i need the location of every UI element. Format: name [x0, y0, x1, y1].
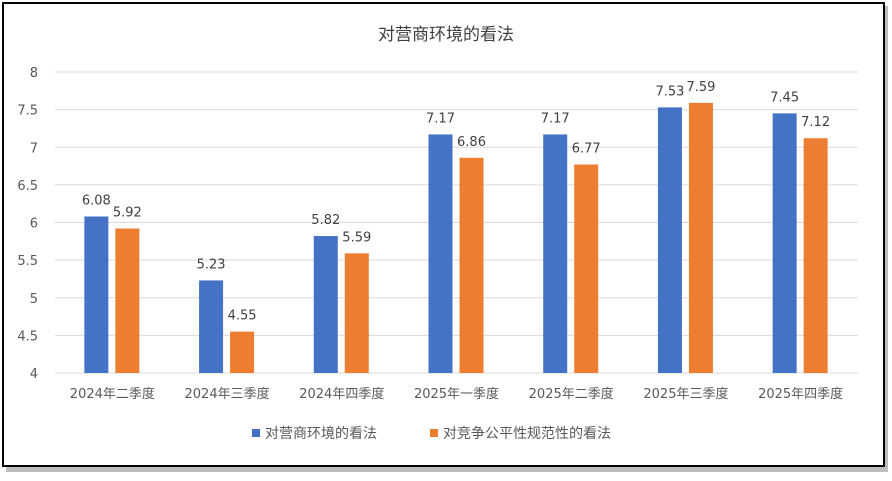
y-tick-label: 4.5: [17, 329, 38, 344]
bar: [428, 134, 453, 373]
data-label: 7.53: [655, 84, 684, 99]
y-tick-label: 7: [30, 141, 38, 156]
data-label: 5.59: [342, 230, 371, 245]
data-label: 6.86: [457, 135, 486, 150]
y-tick-label: 8: [30, 66, 38, 81]
x-tick-label: 2025年四季度: [758, 386, 843, 402]
data-label: 4.55: [228, 309, 257, 324]
data-label: 7.59: [686, 80, 715, 95]
bar: [313, 236, 338, 373]
x-tick-label: 2024年二季度: [70, 386, 155, 402]
bar: [772, 113, 797, 373]
x-tick-label: 2025年三季度: [643, 386, 728, 402]
y-tick-label: 6: [30, 217, 38, 232]
data-label: 7.17: [541, 111, 570, 126]
data-label: 6.08: [82, 193, 111, 208]
x-tick-label: 2024年三季度: [185, 386, 270, 402]
bar: [803, 138, 828, 373]
bar: [344, 253, 369, 373]
bar: [688, 102, 713, 373]
bar: [230, 331, 255, 373]
legend-swatch: [252, 429, 260, 437]
y-tick-label: 5: [30, 292, 38, 307]
data-label: 7.12: [801, 115, 830, 130]
data-label: 5.92: [113, 206, 142, 221]
legend-swatch: [430, 429, 438, 437]
bar: [115, 228, 140, 373]
data-label: 7.45: [770, 90, 799, 105]
chart-title: 对营商环境的看法: [378, 25, 514, 45]
data-label: 6.77: [572, 142, 601, 157]
x-tick-label: 2024年四季度: [299, 386, 384, 402]
legend-label: 对竞争公平性规范性的看法: [443, 425, 611, 442]
data-label: 5.82: [311, 213, 340, 228]
y-tick-label: 7.5: [17, 104, 38, 119]
bar: [574, 164, 599, 373]
x-tick-label: 2025年二季度: [529, 386, 614, 402]
bar: [84, 216, 109, 373]
bar: [657, 107, 682, 374]
bar: [459, 157, 484, 373]
legend-label: 对营商环境的看法: [265, 426, 377, 442]
y-tick-label: 4: [30, 367, 38, 382]
bar: [543, 134, 568, 373]
y-tick-label: 6.5: [17, 179, 38, 194]
bar: [199, 280, 224, 373]
data-label: 7.17: [426, 111, 455, 126]
data-label: 5.23: [197, 257, 226, 272]
y-tick-label: 5.5: [17, 254, 38, 269]
legend: 对营商环境的看法 对竞争公平性规范性的看法: [252, 425, 611, 442]
x-tick-label: 2025年一季度: [414, 386, 499, 402]
